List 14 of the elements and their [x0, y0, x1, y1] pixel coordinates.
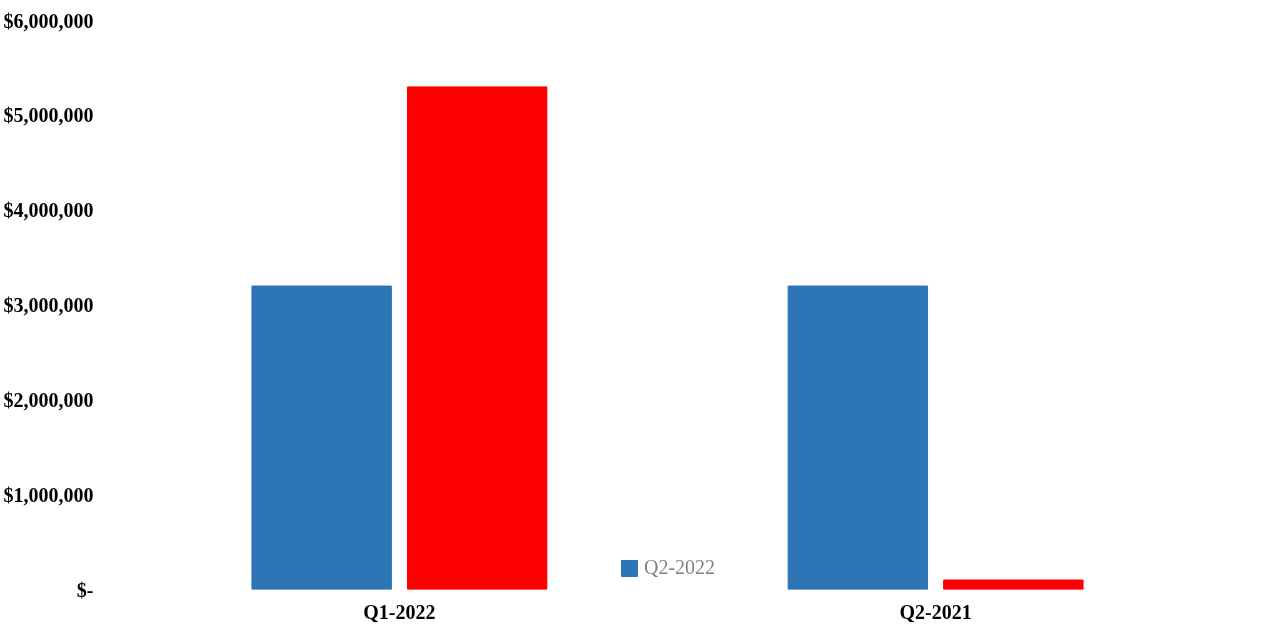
y-tick-label: $1,000,000	[3, 483, 94, 506]
y-tick-label: $6,000,000	[3, 9, 94, 32]
bar	[787, 285, 929, 590]
bar	[251, 285, 392, 590]
x-tick-label: Q2-2021	[899, 600, 972, 623]
y-tick-label: $3,000,000	[3, 294, 94, 316]
y-tick-label: $2,000,000	[3, 388, 94, 411]
x-tick-label: Q1-2022	[363, 600, 436, 623]
y-tick-label: $4,000,000	[3, 199, 94, 222]
y-tick-label: $5,000,000	[3, 104, 94, 127]
bar	[406, 86, 548, 590]
y-tick-label: $-	[76, 578, 94, 601]
legend-label: Q2-2022	[643, 556, 716, 579]
bar	[943, 579, 1084, 590]
